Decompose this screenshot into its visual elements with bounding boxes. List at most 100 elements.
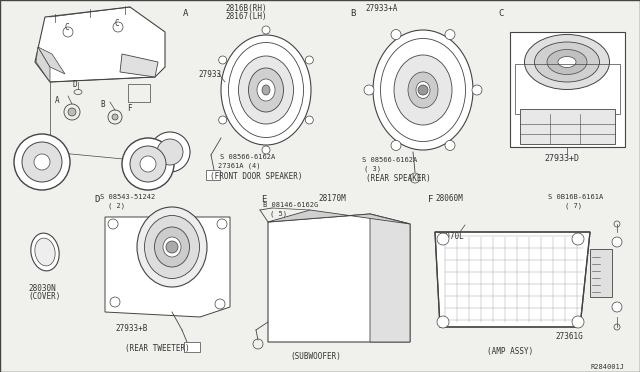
Circle shape — [305, 56, 314, 64]
Text: A: A — [55, 96, 60, 105]
Circle shape — [68, 108, 76, 116]
Text: ( 2): ( 2) — [108, 202, 125, 208]
Text: 27933+B: 27933+B — [115, 324, 147, 333]
Ellipse shape — [416, 81, 430, 99]
Circle shape — [150, 132, 190, 172]
Text: 28170M: 28170M — [318, 194, 346, 203]
Text: (COVER): (COVER) — [28, 292, 60, 301]
Circle shape — [262, 26, 270, 34]
Text: (SUBWOOFER): (SUBWOOFER) — [291, 352, 341, 361]
Text: C: C — [498, 9, 503, 18]
Bar — [515, 64, 620, 114]
Ellipse shape — [394, 55, 452, 125]
Circle shape — [219, 116, 227, 124]
Ellipse shape — [534, 42, 600, 82]
Ellipse shape — [163, 237, 181, 257]
Ellipse shape — [154, 227, 189, 267]
Circle shape — [140, 156, 156, 172]
Bar — [510, 32, 625, 147]
Ellipse shape — [558, 57, 576, 67]
Text: S 08566-6162A: S 08566-6162A — [362, 157, 417, 163]
Text: ( 7): ( 7) — [565, 202, 582, 208]
Circle shape — [219, 56, 227, 64]
Circle shape — [108, 219, 118, 229]
Text: F: F — [428, 195, 433, 204]
Text: R284001J: R284001J — [591, 364, 625, 370]
Text: 28070L: 28070L — [436, 232, 464, 241]
Text: A: A — [182, 9, 188, 18]
Circle shape — [391, 140, 401, 150]
Circle shape — [572, 316, 584, 328]
Text: (REAR TWEETER): (REAR TWEETER) — [125, 344, 189, 353]
Polygon shape — [18, 47, 175, 172]
Circle shape — [110, 297, 120, 307]
Circle shape — [437, 316, 449, 328]
Circle shape — [445, 140, 455, 150]
Text: (AMP ASSY): (AMP ASSY) — [487, 347, 533, 356]
Polygon shape — [36, 47, 50, 82]
Text: C: C — [64, 23, 68, 32]
Text: 28030N: 28030N — [28, 284, 56, 293]
Text: ( 3): ( 3) — [364, 165, 381, 171]
Text: B 08146-6162G: B 08146-6162G — [263, 202, 318, 208]
Ellipse shape — [35, 238, 55, 266]
Circle shape — [445, 30, 455, 39]
Text: (FRONT DOOR SPEAKER): (FRONT DOOR SPEAKER) — [210, 172, 303, 181]
Circle shape — [391, 30, 401, 39]
Circle shape — [122, 138, 174, 190]
Circle shape — [305, 116, 314, 124]
Ellipse shape — [137, 207, 207, 287]
Circle shape — [166, 241, 178, 253]
Circle shape — [22, 142, 62, 182]
Bar — [206, 170, 220, 180]
Text: ( 5): ( 5) — [270, 210, 287, 217]
Circle shape — [262, 146, 270, 154]
Bar — [520, 109, 615, 144]
Polygon shape — [120, 54, 158, 77]
Polygon shape — [268, 214, 410, 342]
Text: 27361G: 27361G — [555, 332, 583, 341]
Text: 27933+A: 27933+A — [365, 4, 397, 13]
Ellipse shape — [145, 215, 200, 279]
Text: S 08543-51242: S 08543-51242 — [100, 194, 156, 200]
Circle shape — [612, 237, 622, 247]
Circle shape — [612, 302, 622, 312]
Ellipse shape — [239, 56, 294, 124]
Polygon shape — [370, 214, 410, 342]
Circle shape — [215, 299, 225, 309]
Polygon shape — [268, 210, 410, 224]
Text: B: B — [100, 100, 104, 109]
Circle shape — [130, 146, 166, 182]
Circle shape — [437, 233, 449, 245]
Text: (REAR SPEAKER): (REAR SPEAKER) — [366, 174, 431, 183]
Text: E: E — [261, 195, 266, 204]
Text: E: E — [155, 142, 159, 151]
Polygon shape — [38, 47, 65, 74]
Text: S 08566-6162A: S 08566-6162A — [220, 154, 275, 160]
Ellipse shape — [525, 35, 609, 90]
Bar — [184, 342, 200, 352]
Ellipse shape — [248, 68, 284, 112]
Circle shape — [364, 85, 374, 95]
Text: D: D — [95, 195, 100, 204]
Ellipse shape — [31, 233, 59, 271]
Bar — [128, 84, 150, 102]
Circle shape — [472, 85, 482, 95]
Circle shape — [34, 154, 50, 170]
Text: 28060M: 28060M — [435, 194, 463, 203]
Text: B: B — [351, 9, 356, 18]
Text: 27361A (4): 27361A (4) — [218, 162, 260, 169]
Polygon shape — [35, 7, 165, 82]
Circle shape — [418, 85, 428, 95]
Circle shape — [572, 233, 584, 245]
Text: D: D — [72, 80, 77, 89]
Ellipse shape — [257, 79, 275, 101]
Text: 27933+D: 27933+D — [544, 154, 579, 163]
Text: 27933: 27933 — [198, 70, 221, 79]
Bar — [590, 249, 612, 297]
Circle shape — [14, 134, 70, 190]
Text: 28167(LH): 28167(LH) — [225, 12, 267, 21]
Ellipse shape — [408, 72, 438, 108]
Ellipse shape — [262, 85, 270, 95]
Polygon shape — [105, 217, 230, 317]
